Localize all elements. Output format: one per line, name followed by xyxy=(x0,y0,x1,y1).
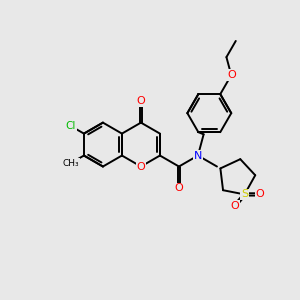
Text: N: N xyxy=(194,151,202,160)
Text: O: O xyxy=(256,189,264,200)
Text: O: O xyxy=(136,161,145,172)
Text: O: O xyxy=(230,201,239,211)
Text: O: O xyxy=(227,70,236,80)
Text: CH₃: CH₃ xyxy=(62,159,79,168)
Text: O: O xyxy=(175,184,183,194)
Text: O: O xyxy=(136,96,145,106)
Text: S: S xyxy=(241,189,248,200)
Text: Cl: Cl xyxy=(65,121,76,131)
